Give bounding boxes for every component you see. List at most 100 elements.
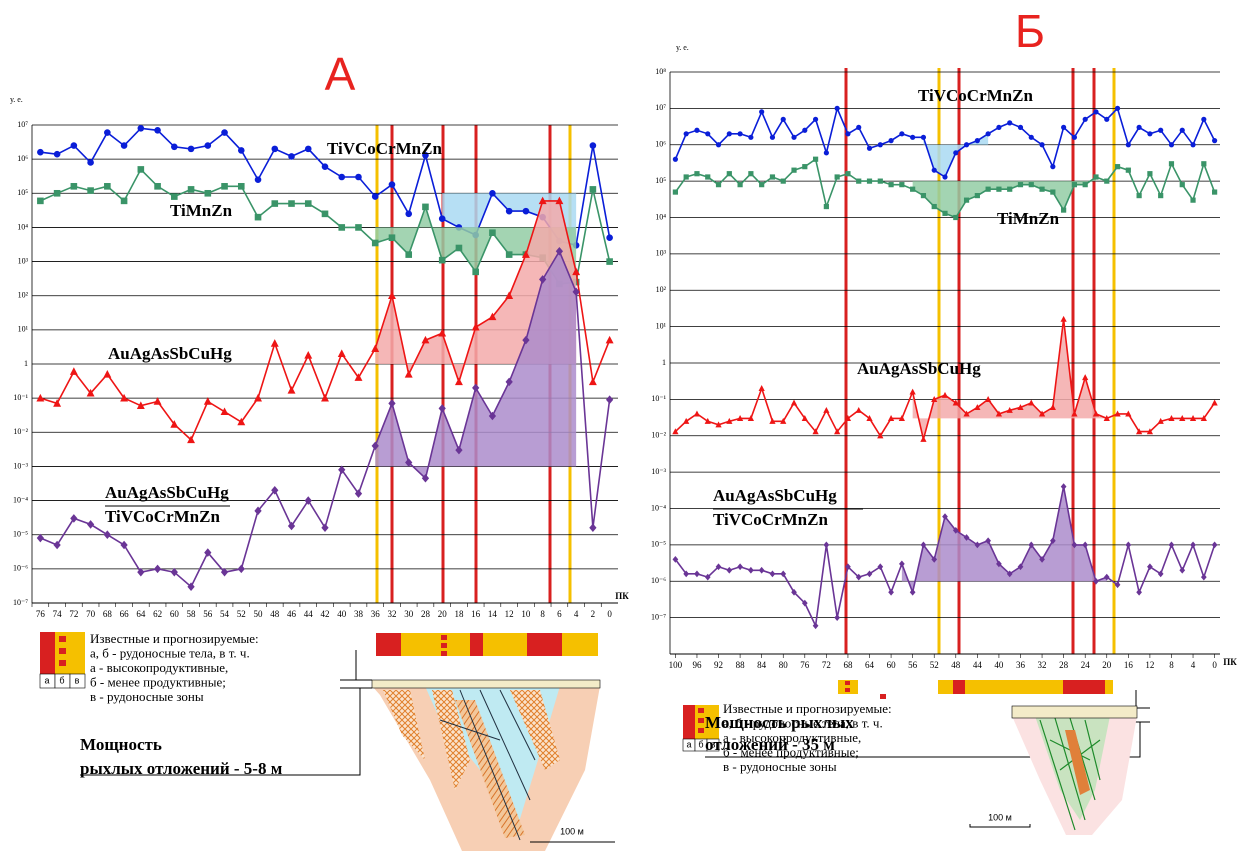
marker — [70, 367, 78, 375]
marker — [867, 146, 872, 151]
marker — [1061, 125, 1066, 130]
ore-bar — [953, 680, 965, 694]
marker — [205, 190, 212, 197]
marker — [1050, 189, 1055, 194]
x-tick-label: 30 — [404, 609, 414, 619]
marker — [103, 370, 111, 378]
marker — [835, 106, 840, 111]
marker — [54, 190, 61, 197]
section-a — [372, 680, 615, 851]
marker — [759, 567, 765, 574]
marker — [238, 147, 245, 154]
marker — [1083, 182, 1088, 187]
x-tick-label: 32 — [387, 609, 396, 619]
marker — [824, 204, 829, 209]
x-tick-label: 52 — [930, 660, 939, 670]
marker — [154, 183, 161, 190]
marker — [1212, 541, 1218, 548]
marker — [726, 567, 732, 574]
y-tick-label: 10⁻² — [13, 427, 28, 436]
marker — [1029, 182, 1034, 187]
y-tick-label: 10¹ — [18, 325, 29, 334]
marker — [606, 395, 613, 404]
marker — [154, 127, 161, 134]
series-label: AuAgAsSbCuHg — [857, 359, 981, 378]
x-tick-label: 56 — [908, 660, 918, 670]
x-tick-label: 16 — [1124, 660, 1134, 670]
marker — [104, 530, 111, 539]
marker — [205, 142, 212, 149]
marker — [36, 394, 44, 402]
marker — [770, 135, 775, 140]
series-label: TiVCoCrMnZn — [918, 86, 1033, 105]
marker — [71, 183, 78, 190]
key-letter: б — [59, 675, 64, 685]
x-tick-label: 70 — [86, 609, 96, 619]
x-tick-label: 60 — [170, 609, 180, 619]
x-tick-label: 36 — [1016, 660, 1026, 670]
marker — [590, 186, 597, 193]
marker — [888, 138, 893, 143]
marker — [589, 523, 596, 532]
y-tick-label: 10⁻⁷ — [13, 598, 28, 607]
key-text: Известные и прогнозируемые: — [90, 631, 259, 646]
x-tick-label: 24 — [1081, 660, 1091, 670]
marker — [606, 336, 614, 344]
marker — [759, 182, 764, 187]
marker — [338, 349, 346, 357]
marker — [606, 258, 613, 265]
marker — [221, 407, 229, 415]
marker — [748, 135, 753, 140]
y-tick-label: 10³ — [656, 249, 667, 258]
marker — [255, 176, 262, 183]
x-tick-label: 74 — [53, 609, 63, 619]
marker — [254, 394, 262, 402]
marker — [1169, 541, 1175, 548]
marker — [888, 589, 894, 596]
ore-bar — [441, 651, 447, 656]
marker — [1169, 142, 1174, 147]
marker — [878, 179, 883, 184]
x-tick-label: 32 — [1038, 660, 1047, 670]
marker — [705, 131, 710, 136]
x-tick-label: 66 — [120, 609, 130, 619]
x-tick-label: 80 — [779, 660, 789, 670]
marker — [1180, 182, 1185, 187]
marker — [910, 187, 915, 192]
marker — [920, 436, 926, 442]
marker — [824, 541, 830, 548]
marker — [888, 182, 893, 187]
x-tick-label: 58 — [187, 609, 197, 619]
x-tick-label: 16 — [471, 609, 481, 619]
marker — [953, 215, 958, 220]
marker — [856, 407, 862, 413]
marker — [683, 418, 689, 424]
marker — [1201, 117, 1206, 122]
thickness-note: Мощность рыхлых — [705, 713, 854, 732]
marker — [238, 183, 245, 190]
x-tick-label: 12 — [1145, 660, 1154, 670]
marker — [705, 174, 710, 179]
x-tick-label: 62 — [153, 609, 162, 619]
marker — [716, 182, 721, 187]
thickness-note: отложений - 35 м — [705, 735, 835, 754]
chart: Бу. е.ПК10⁸10⁷10⁶10⁵10⁴10³10²10¹110⁻¹10⁻… — [651, 5, 1237, 822]
marker — [791, 135, 796, 140]
y-tick-label: 10⁻⁴ — [13, 495, 28, 504]
marker — [1061, 207, 1066, 212]
marker — [138, 125, 145, 132]
marker — [1126, 142, 1131, 147]
marker — [171, 143, 178, 150]
x-tick-label: 6 — [557, 609, 562, 619]
x-tick-label: 72 — [822, 660, 831, 670]
marker — [238, 565, 245, 574]
x-tick-label: 96 — [692, 660, 702, 670]
y-tick-label: 10⁷ — [17, 120, 28, 129]
marker — [506, 208, 513, 215]
marker — [456, 245, 463, 252]
x-tick-label: 12 — [505, 609, 514, 619]
marker — [1072, 182, 1077, 187]
marker — [288, 153, 295, 160]
x-tick-label: 46 — [287, 609, 297, 619]
marker — [824, 150, 829, 155]
